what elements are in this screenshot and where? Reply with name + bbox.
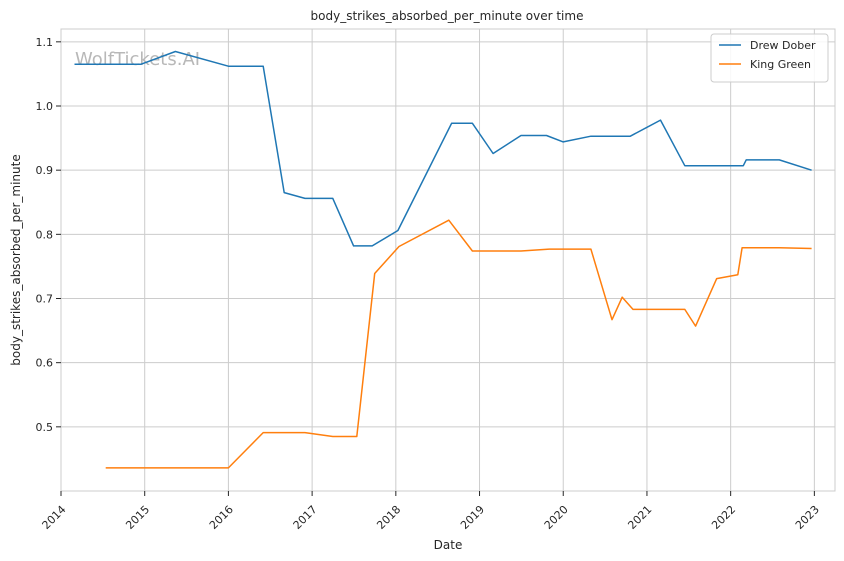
series-line [74,50,812,247]
grid [60,29,835,491]
legend: Drew Dober King Green [710,33,829,83]
series-line [105,219,812,469]
y-tick-label: 0.9 [36,164,54,177]
y-tick-label: 0.6 [36,357,54,370]
y-tick-label: 1.0 [36,100,54,113]
y-tick-label: 1.1 [36,36,54,49]
y-tick-label: 0.8 [36,228,54,241]
y-axis-title: body_strikes_absorbed_per_minute [9,154,23,365]
chart-title: body_strikes_absorbed_per_minute over ti… [311,9,584,23]
series-lines [74,50,812,469]
plot-area [60,28,836,492]
x-axis-title: Date [434,538,463,552]
y-tick-label: 0.5 [36,421,54,434]
legend-label: King Green [750,58,811,71]
legend-label: Drew Dober [750,39,816,52]
y-tick-label: 0.7 [36,293,54,306]
legend-box [710,33,829,83]
watermark: WolfTickets.AI [75,49,200,70]
y-axis: 0.5 0.6 0.7 0.8 0.9 1.0 1.1 [36,36,61,434]
